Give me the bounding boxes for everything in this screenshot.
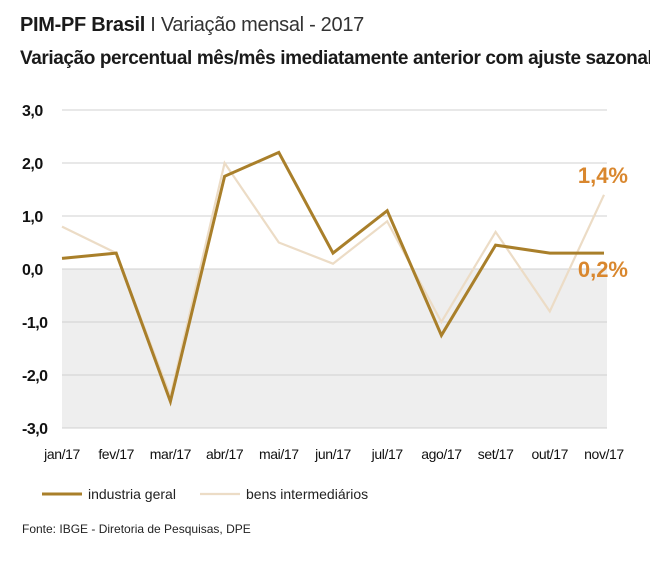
- legend-industria-geral-label: industria geral: [88, 486, 176, 502]
- chart-subtitle: Variação percentual mês/mês imediatament…: [20, 48, 650, 69]
- x-tick-label: jul/17: [371, 446, 404, 462]
- y-tick-label: 2,0: [22, 156, 43, 173]
- annotation-industria-geral: 0,2%: [578, 257, 628, 282]
- series-line-industria-geral: [61, 150, 604, 407]
- y-tick-label: -2,0: [22, 368, 48, 385]
- legend-bens-intermediarios-label: bens intermediários: [246, 486, 368, 502]
- title-main: PIM-PF Brasil: [20, 14, 146, 36]
- x-tick-label: jan/17: [43, 446, 80, 462]
- title-separator: I: [150, 14, 156, 36]
- x-tick-label: abr/17: [206, 446, 244, 462]
- x-tick-label: out/17: [532, 446, 569, 462]
- annotation-bens-intermediarios: 1,4%: [578, 163, 628, 188]
- x-tick-label: set/17: [478, 446, 514, 462]
- y-tick-label: 0,0: [22, 262, 43, 279]
- source-note: Fonte: IBGE - Diretoria de Pesquisas, DP…: [22, 522, 251, 536]
- y-tick-label: -1,0: [22, 315, 48, 332]
- x-tick-label: jun/17: [314, 446, 351, 462]
- x-tick-label: nov/17: [584, 446, 624, 462]
- x-tick-label: mar/17: [150, 446, 192, 462]
- x-tick-label: ago/17: [421, 446, 462, 462]
- negative-region: [62, 269, 607, 428]
- y-tick-label: 3,0: [22, 103, 43, 120]
- y-tick-label: -3,0: [22, 421, 48, 438]
- x-tick-label: fev/17: [98, 446, 134, 462]
- chart-title: PIM-PF Brasil I Variação mensal - 2017: [20, 14, 364, 37]
- y-tick-label: 1,0: [22, 209, 43, 226]
- title-rest: Variação mensal - 2017: [160, 14, 364, 36]
- x-tick-label: mai/17: [259, 446, 299, 462]
